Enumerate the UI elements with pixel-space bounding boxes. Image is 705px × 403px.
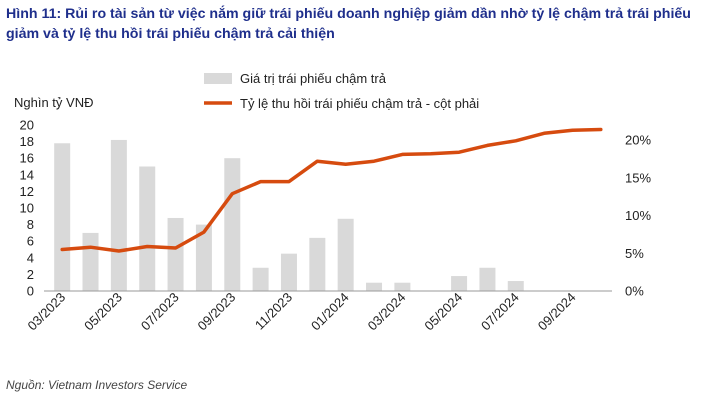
bar <box>195 224 212 291</box>
x-tick-label: 09/2024 <box>535 290 579 334</box>
x-axis-ticks: 03/2023 05/2023 07/2023 09/2023 11/2023 01/20… <box>24 290 578 334</box>
source-note: Nguồn: Vietnam Investors Service <box>6 378 188 392</box>
legend-bar-label: Giá trị trái phiếu chậm trả <box>240 71 387 86</box>
right-tick-label: 10% <box>625 208 651 223</box>
legend: Giá trị trái phiếu chậm trả Tỷ lệ thu hồ… <box>204 71 479 111</box>
bar <box>451 276 468 291</box>
bar <box>167 217 184 291</box>
right-tick-label: 5% <box>625 246 644 261</box>
y-axis-label: Nghìn tỷ VNĐ <box>14 95 93 110</box>
left-tick-label: 4 <box>27 250 34 265</box>
x-tick-label: 01/2024 <box>308 290 352 334</box>
left-tick-label: 0 <box>27 284 34 299</box>
left-tick-label: 6 <box>27 234 34 249</box>
right-tick-label: 0% <box>625 284 644 299</box>
bar <box>110 139 127 291</box>
x-tick-label: 07/2024 <box>478 290 522 334</box>
series-line <box>60 127 603 253</box>
bar <box>139 166 156 291</box>
left-tick-label: 12 <box>20 184 34 199</box>
left-tick-label: 14 <box>20 167 34 182</box>
bar <box>479 267 496 291</box>
left-tick-label: 20 <box>20 118 34 133</box>
bar <box>82 232 99 291</box>
bar <box>337 218 354 291</box>
x-tick-label: 05/2024 <box>421 290 465 334</box>
bar-series <box>54 139 524 291</box>
bar <box>309 237 326 291</box>
left-tick-label: 8 <box>27 217 34 232</box>
line-series <box>60 127 603 253</box>
bar <box>54 143 71 291</box>
right-tick-label: 15% <box>625 170 651 185</box>
x-tick-label: 03/2024 <box>365 290 409 334</box>
left-tick-label: 18 <box>20 134 34 149</box>
legend-line-label: Tỷ lệ thu hồi trái phiếu chậm trả - cột … <box>240 96 479 111</box>
chart-title: Hình 11: Rủi ro tài sản từ việc nắm giữ … <box>6 6 691 42</box>
left-tick-label: 10 <box>20 201 34 216</box>
legend-bar-swatch <box>204 73 232 84</box>
right-axis-ticks: 0% 5% 10% 15% 20% <box>625 133 651 299</box>
x-tick-label: 09/2023 <box>195 290 239 334</box>
x-tick-label: 07/2023 <box>138 290 182 334</box>
bar <box>507 281 524 291</box>
left-tick-label: 16 <box>20 151 34 166</box>
bar <box>280 253 297 291</box>
x-tick-label: 05/2023 <box>81 290 125 334</box>
left-tick-label: 2 <box>27 267 34 282</box>
bar <box>224 158 241 291</box>
right-tick-label: 20% <box>625 133 651 148</box>
bar <box>394 282 411 291</box>
x-tick-label: 11/2023 <box>252 290 295 333</box>
bar <box>252 267 269 291</box>
bar <box>366 282 383 291</box>
